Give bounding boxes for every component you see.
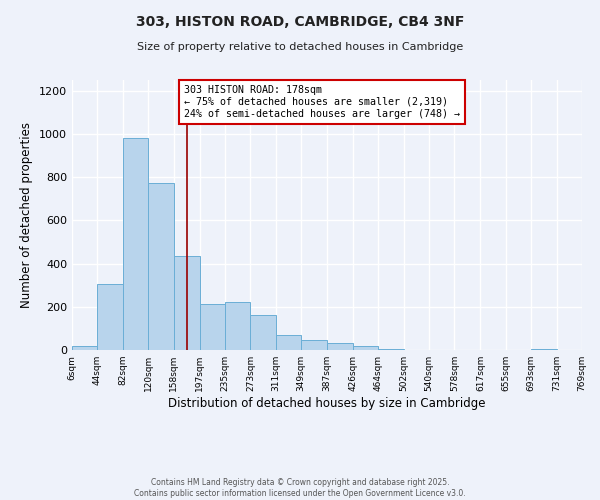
Bar	[200, 304, 225, 350]
Text: 303 HISTON ROAD: 178sqm
← 75% of detached houses are smaller (2,319)
24% of semi: 303 HISTON ROAD: 178sqm ← 75% of detache…	[184, 86, 460, 118]
Bar	[378, 349, 404, 350]
Bar	[123, 138, 148, 350]
Bar	[301, 340, 326, 350]
Y-axis label: Number of detached properties: Number of detached properties	[20, 122, 34, 308]
Bar	[173, 256, 200, 350]
Bar	[72, 346, 97, 350]
Bar	[97, 284, 123, 350]
Text: Contains HM Land Registry data © Crown copyright and database right 2025.
Contai: Contains HM Land Registry data © Crown c…	[134, 478, 466, 498]
Bar	[148, 182, 173, 350]
Text: 303, HISTON ROAD, CAMBRIDGE, CB4 3NF: 303, HISTON ROAD, CAMBRIDGE, CB4 3NF	[136, 15, 464, 29]
Bar	[353, 346, 378, 350]
Bar	[276, 335, 301, 350]
Bar	[250, 316, 276, 350]
X-axis label: Distribution of detached houses by size in Cambridge: Distribution of detached houses by size …	[168, 397, 486, 410]
Bar	[326, 343, 353, 350]
Bar	[225, 302, 250, 350]
Text: Size of property relative to detached houses in Cambridge: Size of property relative to detached ho…	[137, 42, 463, 52]
